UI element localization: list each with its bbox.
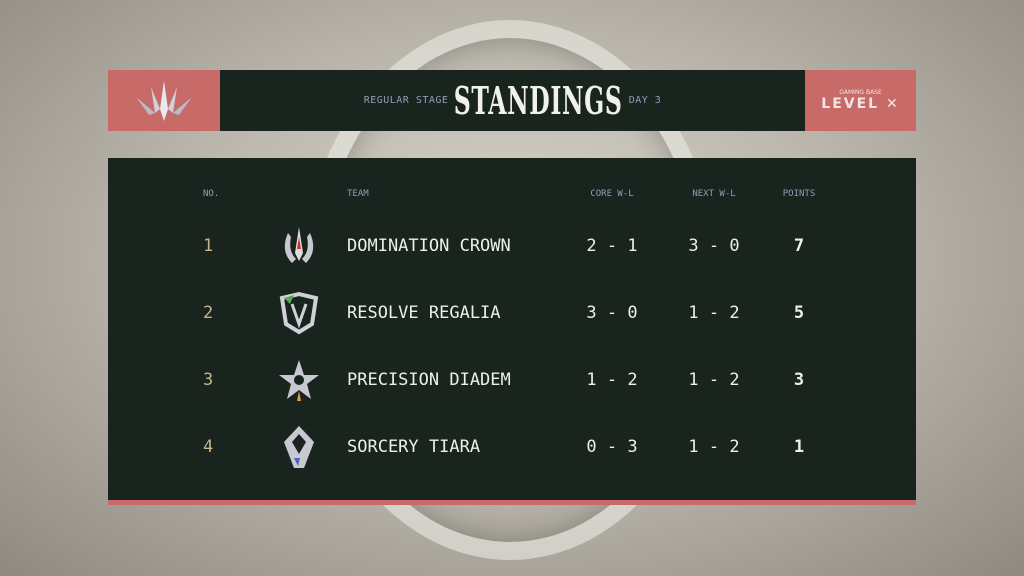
next-wl: 1 - 2 bbox=[688, 437, 740, 457]
table-row: 1 DOMINATION CROWN 2 - 1 3 - 0 7 bbox=[108, 221, 916, 271]
sponsor-logo: GAMING BASE LEVEL ✕ bbox=[805, 70, 916, 131]
team-name: SORCERY TIARA bbox=[347, 437, 481, 457]
rank: 1 bbox=[203, 236, 214, 256]
col-next: NEXT W-L bbox=[692, 189, 736, 199]
crown-emblem-icon bbox=[284, 227, 314, 263]
col-no: NO. bbox=[203, 189, 220, 199]
day-label: DAY 3 bbox=[628, 95, 662, 106]
col-core: CORE W-L bbox=[590, 189, 634, 199]
next-wl: 1 - 2 bbox=[688, 303, 740, 323]
core-wl: 2 - 1 bbox=[586, 236, 638, 256]
crown-logo-icon bbox=[136, 80, 192, 121]
next-wl: 3 - 0 bbox=[688, 236, 740, 256]
table-row: 4 SORCERY TIARA 0 - 3 1 - 2 1 bbox=[108, 422, 916, 472]
table-row: 2 RESOLVE REGALIA 3 - 0 1 - 2 5 bbox=[108, 288, 916, 338]
points: 7 bbox=[793, 236, 805, 256]
table-row: 3 PRECISION DIADEM 1 - 2 1 - 2 3 bbox=[108, 355, 916, 405]
rank: 3 bbox=[203, 370, 214, 390]
points: 1 bbox=[793, 437, 805, 457]
rank: 4 bbox=[203, 437, 214, 457]
core-wl: 0 - 3 bbox=[586, 437, 638, 457]
shield-emblem-icon bbox=[279, 291, 319, 335]
core-wl: 3 - 0 bbox=[586, 303, 638, 323]
team-name: DOMINATION CROWN bbox=[347, 236, 511, 256]
crystal-emblem-icon bbox=[284, 426, 314, 468]
header-bar: REGULAR STAGE STANDINGS DAY 3 GAMING BAS… bbox=[108, 70, 916, 131]
col-points: POINTS bbox=[782, 189, 816, 199]
rank: 2 bbox=[203, 303, 214, 323]
page-title: STANDINGS bbox=[454, 78, 623, 123]
points: 5 bbox=[793, 303, 805, 323]
points: 3 bbox=[793, 370, 805, 390]
star-emblem-icon bbox=[279, 360, 319, 401]
next-wl: 1 - 2 bbox=[688, 370, 740, 390]
league-logo bbox=[108, 70, 220, 131]
standings-table: NO. TEAM CORE W-L NEXT W-L POINTS 1 DOMI… bbox=[108, 158, 916, 505]
team-name: PRECISION DIADEM bbox=[347, 370, 511, 390]
core-wl: 1 - 2 bbox=[586, 370, 638, 390]
team-name: RESOLVE REGALIA bbox=[347, 303, 501, 323]
col-team: TEAM bbox=[347, 189, 369, 199]
stage-label: REGULAR STAGE bbox=[363, 95, 449, 106]
